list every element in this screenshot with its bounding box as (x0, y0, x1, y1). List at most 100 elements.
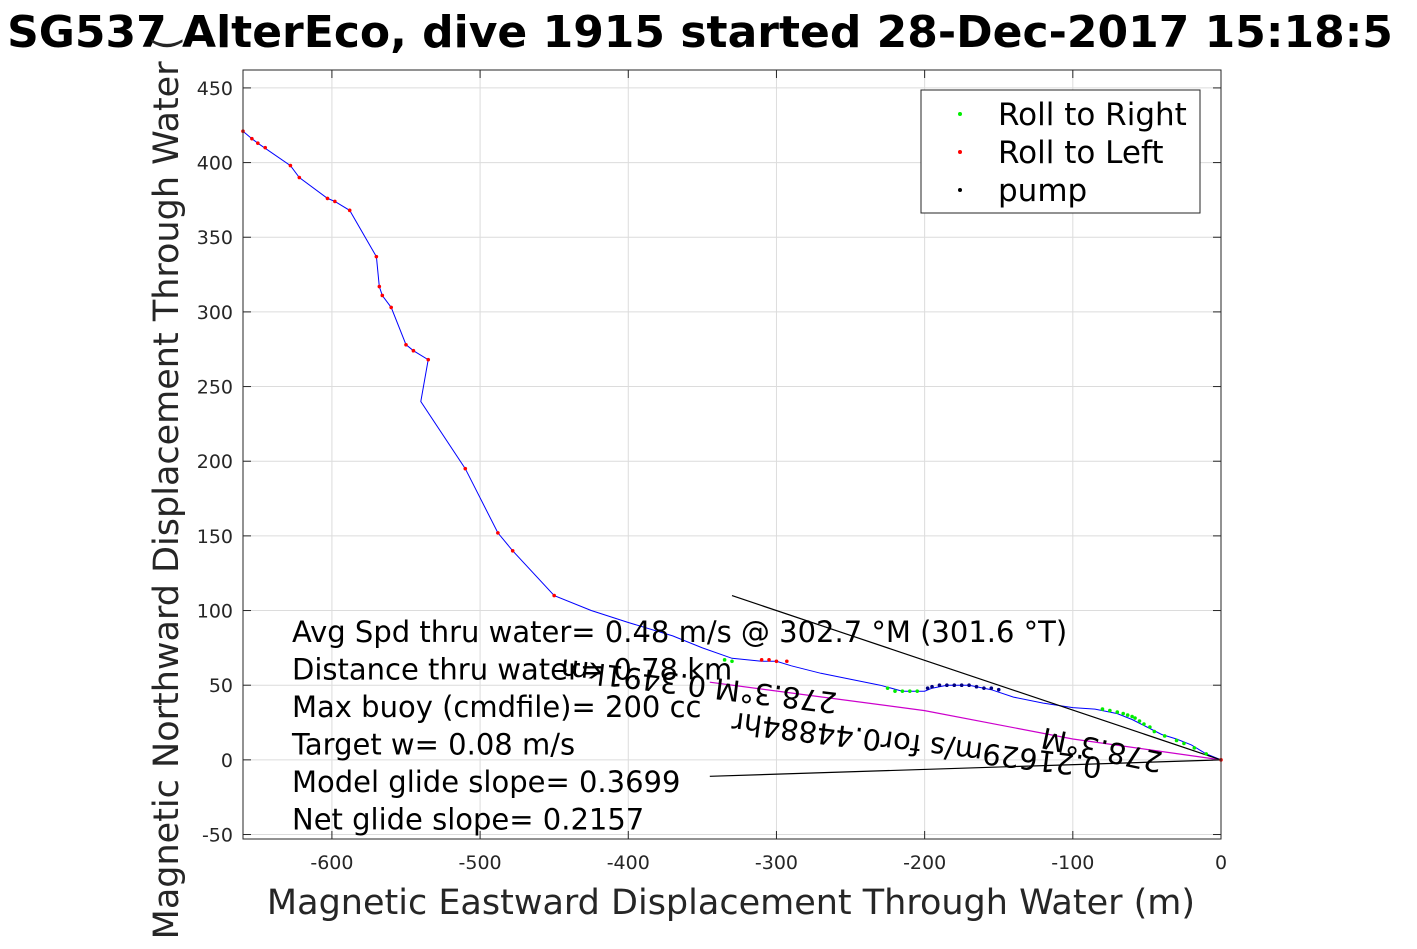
roll-to-right-marker (1142, 722, 1146, 726)
roll-to-right-marker (1130, 714, 1134, 719)
roll-to-right-marker (1100, 707, 1105, 711)
legend-marker (958, 150, 962, 154)
roll-to-left-marker (411, 348, 416, 353)
legend-box (920, 89, 1201, 214)
pump-marker (930, 684, 934, 689)
stats-annotation: Distance thru water= 0.78 km (292, 653, 732, 687)
y-tick-label: 300 (197, 302, 233, 324)
roll-to-right-marker (1121, 711, 1125, 716)
roll-to-left-marker (510, 549, 515, 553)
roll-to-left-marker (297, 175, 302, 180)
pump-marker (945, 683, 949, 687)
pump-marker (967, 683, 971, 687)
chart-title: SG537 AlterEco, dive 1915 started 28-Dec… (7, 7, 1393, 58)
roll-to-left-marker (263, 145, 268, 150)
tick-layer: -600 -500 -400 -300 -200 -100 0-50050100150200… (197, 70, 1227, 874)
reference-line (709, 681, 1222, 761)
legend-marker (958, 112, 962, 116)
pump-marker (982, 686, 986, 690)
x-axis-label: Magnetic Eastward Displacement Through W… (267, 883, 1195, 923)
roll-to-left-marker (785, 659, 789, 664)
roll-to-left-marker (552, 593, 556, 598)
stats-annotation: Net glide slope= 0.2157 (292, 803, 644, 837)
pump-marker (937, 683, 942, 687)
roll-to-left-marker (389, 305, 393, 310)
roll-to-right-marker (915, 689, 920, 693)
x-tick-label: -200 (903, 852, 946, 874)
x-tick-label: -400 (607, 852, 650, 874)
roll-to-left-marker (767, 658, 771, 662)
pump-marker (959, 683, 964, 687)
reference-line (731, 595, 1222, 761)
roll-to-left-marker (347, 208, 352, 213)
roll-to-left-marker (374, 254, 379, 259)
x-tick-label: -300 (755, 852, 798, 874)
stats-annotation: Avg Spd thru water= 0.48 m/s @ 302.7 °M … (292, 615, 1067, 649)
series-layer (241, 129, 1223, 777)
x-tick-label: -100 (1051, 852, 1094, 874)
roll-to-right-marker (1137, 719, 1142, 723)
legend-marker (958, 188, 962, 192)
roll-to-right-marker (1204, 752, 1208, 756)
x-tick-label: -500 (459, 852, 502, 874)
pump-marker (989, 686, 994, 690)
roll-to-left-marker (333, 199, 337, 204)
roll-to-right-marker (1152, 729, 1157, 734)
y-tick-label: 450 (197, 78, 233, 100)
roll-to-right-marker (722, 658, 727, 662)
y-tick-label: 400 (197, 153, 233, 175)
x-tick-label: -600 (310, 852, 353, 874)
roll-to-right-marker (1133, 716, 1137, 720)
roll-to-right-marker (885, 686, 890, 690)
roll-to-right-marker (1192, 746, 1197, 750)
reference-line (709, 759, 1222, 777)
roll-to-right-marker (893, 689, 897, 693)
roll-to-left-marker (463, 466, 468, 471)
y-tick-label: 50 (209, 675, 233, 697)
roll-to-right-marker (1125, 713, 1130, 717)
roll-to-left-marker (256, 141, 260, 145)
pump-marker (974, 684, 979, 689)
y-axis-label: Magnetic Northward Displacement Through … (147, 37, 187, 940)
y-tick-label: 100 (197, 601, 233, 623)
pump-marker (952, 683, 957, 687)
roll-to-right-marker (1182, 741, 1186, 746)
legend-label: Roll to Left (998, 135, 1164, 171)
roll-to-left-marker (426, 357, 431, 362)
legend-label: Roll to Right (998, 97, 1187, 133)
pump-marker (996, 687, 1001, 692)
y-tick-label: -50 (202, 825, 233, 847)
x-tick-label: 0 (1215, 852, 1227, 874)
y-tick-label: 350 (197, 227, 233, 249)
roll-to-right-marker (1108, 708, 1112, 713)
roll-to-right-marker (1174, 738, 1179, 743)
roll-to-left-marker (377, 284, 382, 289)
roll-to-right-marker (1162, 734, 1167, 738)
stats-annotation: Target w= 0.08 m/s (291, 728, 575, 762)
y-tick-label: 200 (197, 451, 233, 473)
roll-to-right-marker (730, 659, 734, 664)
axes-box (242, 69, 1222, 840)
y-tick-label: 0 (221, 750, 233, 772)
roll-to-left-marker (250, 136, 254, 141)
roll-to-right-marker (1115, 710, 1120, 714)
roll-to-left-marker (404, 342, 408, 347)
roll-to-left-marker (496, 531, 500, 535)
roll-to-left-marker (325, 196, 330, 201)
stats-annotation: Max buoy (cmdfile)= 200 cc (292, 690, 701, 724)
pump-marker (925, 686, 930, 690)
roll-to-right-marker (1148, 725, 1152, 729)
roll-to-left-marker (288, 163, 293, 168)
roll-to-left-marker (774, 659, 779, 664)
y-tick-label: 150 (197, 526, 233, 548)
roll-to-left-marker (380, 293, 385, 298)
y-tick-label: 250 (197, 377, 233, 399)
stats-annotation: Model glide slope= 0.3699 (292, 765, 680, 799)
roll-to-left-marker (759, 658, 764, 662)
roll-to-right-marker (908, 689, 912, 693)
legend-label: pump (998, 173, 1087, 209)
roll-to-right-marker (900, 689, 905, 693)
